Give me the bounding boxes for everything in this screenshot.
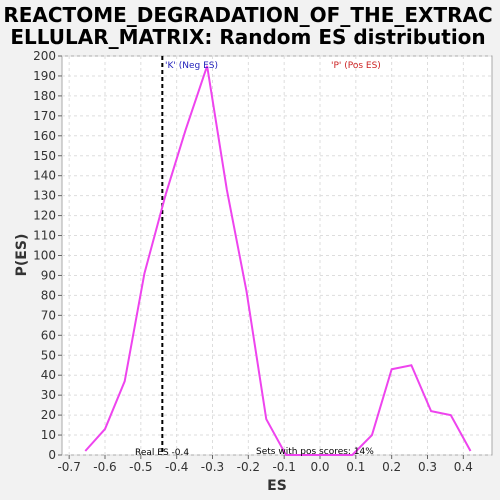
x-tick-label: 0.0 <box>310 460 329 474</box>
y-tick-label: 170 <box>33 109 56 123</box>
y-tick-label: 190 <box>33 69 56 83</box>
chart-title-line2: ELLULAR_MATRIX: Random ES distribution <box>10 25 485 49</box>
y-tick-label: 20 <box>41 408 56 422</box>
x-tick-label: -0.6 <box>93 460 116 474</box>
x-tick-label: -0.1 <box>272 460 295 474</box>
real-es-label: Real ES -0.4 <box>135 448 189 458</box>
y-tick-label: 10 <box>41 428 56 442</box>
pos-scores-label: Sets with pos scores: 14% <box>256 447 374 457</box>
y-tick-label: 0 <box>48 448 56 462</box>
series-layer <box>84 65 472 456</box>
chart-title-line1: REACTOME_DEGRADATION_OF_THE_EXTRAC <box>3 3 492 27</box>
y-axis: 0 10 20 30 40 50 60 70 80 90 100 110 120 130 140 150 160… <box>33 49 62 462</box>
x-tick-label: 0.2 <box>382 460 401 474</box>
y-tick-label: 130 <box>33 189 56 203</box>
y-tick-label: 100 <box>33 249 56 263</box>
y-tick-label: 50 <box>41 348 56 362</box>
x-tick-label: -0.5 <box>129 460 152 474</box>
y-tick-label: 120 <box>33 209 56 223</box>
x-axis: -0.7 -0.6 -0.5 -0.4 -0.3 -0.2 -0.1 0.0 0.1 0.2 0.3… <box>57 455 473 474</box>
neg-es-label: 'K' (Neg ES) <box>165 61 218 71</box>
y-tick-label: 80 <box>41 288 56 302</box>
y-tick-label: 40 <box>41 368 56 382</box>
x-tick-label: -0.3 <box>201 460 224 474</box>
y-tick-label: 180 <box>33 89 56 103</box>
x-tick-label: -0.2 <box>237 460 260 474</box>
x-tick-label: 0.1 <box>346 460 365 474</box>
x-axis-title: ES <box>267 478 287 494</box>
y-tick-label: 60 <box>41 328 56 342</box>
y-tick-label: 140 <box>33 169 56 183</box>
x-tick-label: -0.7 <box>57 460 80 474</box>
y-axis-title: P(ES) <box>14 234 30 277</box>
x-tick-label: 0.4 <box>454 460 473 474</box>
series-line <box>84 65 472 456</box>
y-tick-label: 90 <box>41 268 56 282</box>
y-tick-label: 160 <box>33 129 56 143</box>
grid-lines <box>62 55 492 456</box>
y-tick-label: 30 <box>41 388 56 402</box>
y-tick-label: 200 <box>33 49 56 63</box>
y-tick-label: 150 <box>33 149 56 163</box>
x-tick-label: -0.4 <box>165 460 188 474</box>
y-tick-label: 70 <box>41 308 56 322</box>
pos-es-label: 'P' (Pos ES) <box>331 61 381 71</box>
y-tick-label: 110 <box>33 229 56 243</box>
x-tick-label: 0.3 <box>418 460 437 474</box>
